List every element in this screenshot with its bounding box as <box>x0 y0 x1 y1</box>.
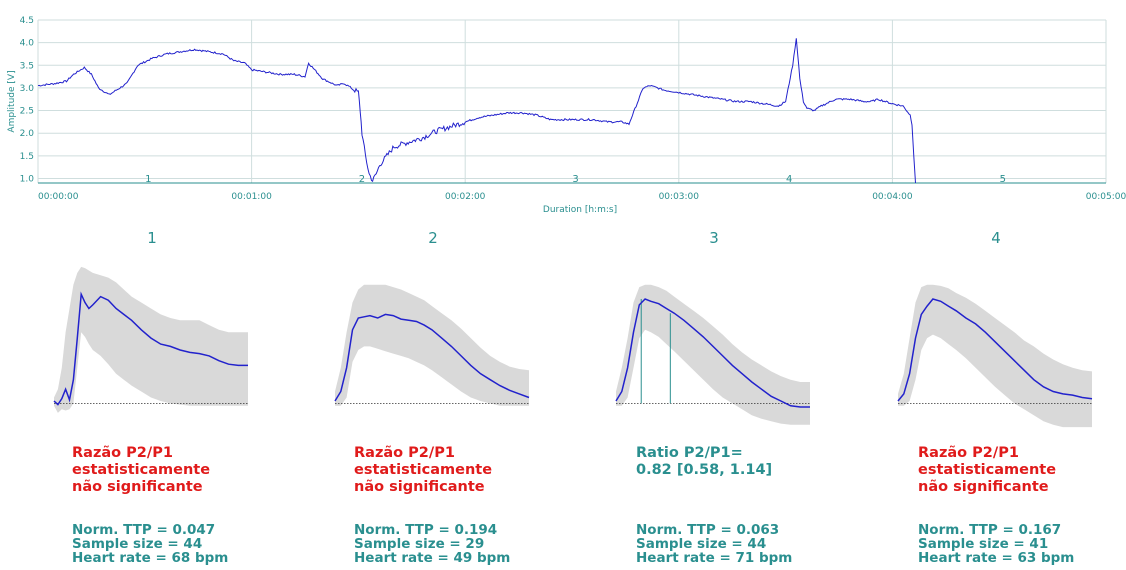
y-tick-label: 2.0 <box>20 129 35 139</box>
ratio-status: Razão P2/P1 estatisticamente não signifi… <box>918 445 1057 495</box>
amplitude-series-line <box>37 38 916 184</box>
heart-rate: Heart rate = 71 bpm <box>636 550 793 566</box>
confidence-band <box>54 266 248 413</box>
waveform-panel-4: 4 Razão P2/P1 estatisticamente não signi… <box>896 225 1126 570</box>
panel-title: 2 <box>428 229 438 247</box>
stats-block: Norm. TTP = 0.194 Sample size = 29 Heart… <box>354 523 510 565</box>
ratio-status: Razão P2/P1 estatisticamente não signifi… <box>72 445 211 495</box>
stats-block: Norm. TTP = 0.063 Sample size = 44 Heart… <box>636 523 792 565</box>
mean-waveform-line <box>53 291 248 406</box>
sample-size: Sample size = 41 <box>918 536 1049 552</box>
x-tick-label: 00:04:00 <box>872 192 913 202</box>
mean-waveform-line <box>615 298 810 408</box>
x-tick-label: 00:02:00 <box>445 192 486 202</box>
waveform-panel-3: 3 Ratio P2/P1= 0.82 [0.58, 1.14] Norm. T… <box>614 225 874 570</box>
x-tick-label: 00:01:00 <box>231 192 272 202</box>
y-axis-label: Amplitude [V] <box>7 70 17 132</box>
segment-label: 5 <box>1000 174 1006 185</box>
norm-ttp: Norm. TTP = 0.047 <box>72 522 216 538</box>
x-axis-label: Duration [h:m:s] <box>543 205 617 215</box>
norm-ttp: Norm. TTP = 0.063 <box>636 522 780 538</box>
x-tick-label: 00:03:00 <box>659 192 700 202</box>
sample-size: Sample size = 44 <box>636 536 767 552</box>
y-tick-label: 1.5 <box>20 152 34 162</box>
heart-rate: Heart rate = 49 bpm <box>354 550 511 566</box>
segment-label: 2 <box>359 174 365 185</box>
y-tick-label: 2.5 <box>20 107 34 117</box>
heart-rate: Heart rate = 63 bpm <box>918 550 1075 566</box>
segment-label: 4 <box>786 174 792 185</box>
y-tick-label: 1.0 <box>20 174 35 184</box>
y-tick-label: 4.0 <box>20 39 35 49</box>
y-tick-label: 3.5 <box>20 61 34 71</box>
mean-waveform-line <box>334 313 530 402</box>
sample-size: Sample size = 44 <box>72 536 203 552</box>
segment-label: 3 <box>572 174 578 185</box>
norm-ttp: Norm. TTP = 0.167 <box>918 522 1062 538</box>
panel-title: 1 <box>147 229 157 247</box>
mean-waveform-line <box>897 298 1093 402</box>
confidence-band <box>898 284 1092 428</box>
ratio-status: Razão P2/P1 estatisticamente não signifi… <box>354 445 493 495</box>
waveform-panel-1: 1 Razão P2/P1 estatisticamente não signi… <box>52 225 312 570</box>
waveform-plot-1 <box>53 266 248 413</box>
ratio-status: Ratio P2/P1= 0.82 [0.58, 1.14] <box>636 445 773 478</box>
y-tick-label: 4.5 <box>20 16 34 26</box>
panel-title: 4 <box>991 229 1001 247</box>
stats-block: Norm. TTP = 0.167 Sample size = 41 Heart… <box>918 523 1074 565</box>
amplitude-chart: 00:00:00 00:01:00 00:02:00 00:03:00 00:04:00… <box>7 16 1126 215</box>
sample-size: Sample size = 29 <box>354 536 485 552</box>
waveform-plot-3 <box>615 284 810 425</box>
waveform-plot-2 <box>334 284 530 406</box>
waveform-plot-4 <box>897 284 1093 428</box>
panel-title: 3 <box>709 229 719 247</box>
stats-block: Norm. TTP = 0.047 Sample size = 44 Heart… <box>72 523 228 565</box>
heart-rate: Heart rate = 68 bpm <box>72 550 229 566</box>
confidence-band <box>335 284 529 406</box>
y-tick-label: 3.0 <box>20 84 35 94</box>
x-tick-label: 00:05:00 <box>1086 192 1126 202</box>
norm-ttp: Norm. TTP = 0.194 <box>354 522 498 538</box>
x-tick-label: 00:00:00 <box>38 192 79 202</box>
waveform-panel-2: 2 Razão P2/P1 estatisticamente não signi… <box>333 225 593 570</box>
segment-label: 1 <box>145 174 151 185</box>
